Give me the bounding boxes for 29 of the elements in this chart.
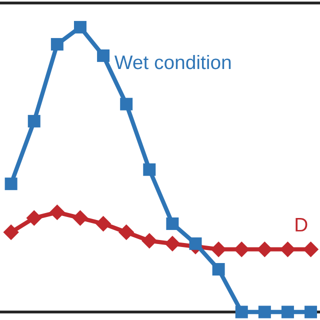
point bbox=[28, 114, 40, 128]
point bbox=[189, 237, 202, 250]
point bbox=[234, 241, 250, 258]
point bbox=[164, 236, 180, 252]
point bbox=[256, 241, 273, 258]
point bbox=[95, 216, 112, 232]
point bbox=[235, 306, 248, 318]
point bbox=[281, 306, 294, 318]
point bbox=[118, 224, 134, 240]
point bbox=[97, 49, 110, 62]
point bbox=[72, 210, 88, 226]
point bbox=[258, 306, 271, 318]
point bbox=[4, 178, 18, 190]
point bbox=[49, 204, 66, 220]
point bbox=[74, 20, 86, 34]
point bbox=[50, 38, 64, 51]
point bbox=[3, 224, 19, 240]
point bbox=[166, 217, 179, 230]
point bbox=[212, 263, 225, 276]
point bbox=[280, 241, 296, 258]
point bbox=[120, 98, 133, 110]
series-label: Wet condition bbox=[114, 54, 231, 70]
point bbox=[210, 241, 226, 258]
point bbox=[302, 241, 319, 258]
point bbox=[26, 210, 42, 226]
point bbox=[142, 232, 158, 249]
point bbox=[143, 163, 156, 176]
series-label: D bbox=[296, 218, 308, 232]
point bbox=[304, 306, 318, 318]
